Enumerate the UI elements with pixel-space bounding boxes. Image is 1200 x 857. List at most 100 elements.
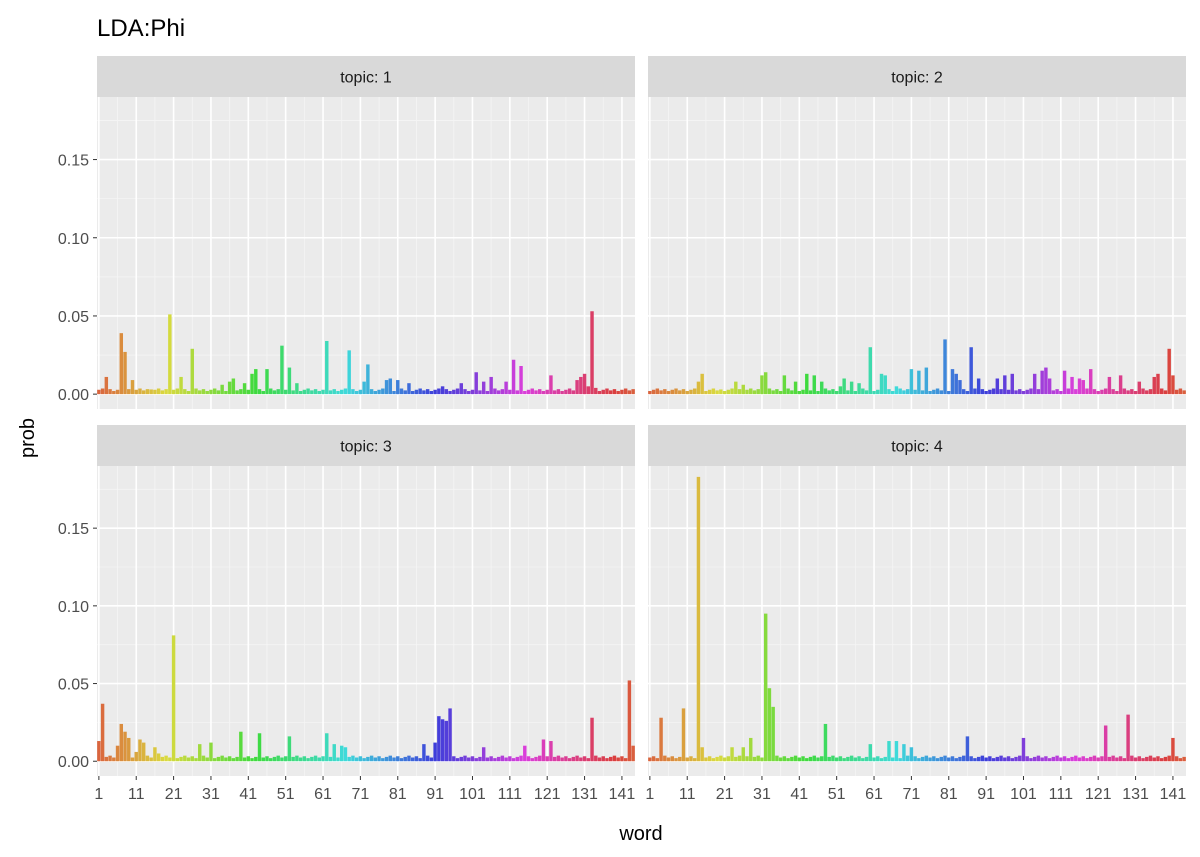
bar-word-65: [336, 391, 340, 395]
bar-word-64: [883, 375, 887, 395]
bar-word-19: [715, 390, 719, 395]
bar-word-118: [534, 756, 538, 762]
x-tick-label: 41: [239, 786, 257, 803]
bar-word-4: [659, 390, 663, 395]
bar-word-96: [1003, 375, 1007, 395]
bar-word-45: [812, 375, 816, 395]
bar-word-137: [1156, 756, 1160, 762]
bar-word-67: [343, 747, 348, 762]
bar-word-17: [707, 756, 712, 762]
bar-word-47: [820, 381, 824, 395]
bar-word-38: [786, 758, 790, 762]
bar-word-128: [571, 390, 576, 395]
bar-word-43: [805, 373, 809, 395]
bar-word-47: [269, 758, 273, 762]
bar-word-87: [418, 758, 422, 762]
bar-word-111: [508, 756, 512, 762]
bar-word-68: [347, 756, 351, 762]
facet-strip-label: topic: 4: [891, 439, 943, 456]
panel-background: [648, 97, 1186, 409]
bar-word-38: [235, 756, 239, 762]
facet-strip: [648, 56, 1186, 97]
bar-word-121: [1096, 757, 1100, 762]
bar-word-91: [984, 391, 988, 395]
bar-word-37: [231, 758, 236, 762]
bar-word-84: [958, 756, 962, 762]
bar-word-84: [407, 755, 411, 762]
bar-word-75: [373, 391, 378, 395]
bar-word-17: [156, 388, 161, 395]
bar-word-55: [298, 391, 303, 395]
bar-word-37: [231, 378, 236, 395]
bar-word-11: [685, 757, 689, 762]
bar-word-88: [422, 390, 426, 395]
x-tick-label: 31: [202, 786, 220, 803]
bar-word-74: [369, 755, 374, 762]
bar-word-13: [692, 758, 697, 762]
bar-word-137: [1156, 373, 1160, 395]
bar-word-110: [504, 381, 508, 395]
bar-word-62: [876, 756, 880, 762]
bar-word-44: [808, 756, 813, 762]
bar-word-65: [336, 757, 340, 762]
bar-word-35: [224, 757, 228, 762]
bar-word-77: [932, 756, 936, 762]
bar-word-119: [1089, 756, 1093, 762]
bar-word-42: [801, 389, 805, 395]
bar-word-98: [1010, 758, 1014, 762]
bar-word-101: [470, 389, 475, 395]
bar-word-123: [552, 390, 557, 395]
bar-word-134: [1145, 756, 1149, 762]
bar-word-45: [261, 391, 265, 395]
bar-word-123: [1103, 388, 1108, 395]
bar-word-124: [556, 755, 561, 762]
y-axis-title: prob: [17, 418, 39, 458]
bar-word-80: [943, 755, 947, 762]
bar-word-115: [523, 745, 527, 762]
bar-word-133: [1141, 388, 1145, 395]
bar-word-61: [321, 389, 325, 395]
bar-word-126: [1115, 757, 1119, 762]
bar-word-99: [463, 755, 467, 762]
bar-word-66: [339, 745, 344, 762]
bar-word-45: [812, 755, 816, 762]
bar-word-27: [194, 388, 198, 395]
bar-word-16: [704, 757, 708, 762]
bar-word-118: [1085, 758, 1089, 762]
bar-word-19: [715, 756, 719, 762]
bar-word-54: [295, 383, 299, 395]
bar-word-108: [496, 390, 501, 395]
bar-word-6: [666, 757, 671, 762]
bar-word-12: [138, 739, 142, 762]
bar-word-78: [935, 388, 940, 395]
bar-word-78: [935, 758, 940, 762]
bar-word-76: [377, 756, 381, 762]
bar-word-60: [868, 744, 873, 762]
bar-word-131: [1133, 391, 1138, 395]
y-tick-label: 0.00: [58, 754, 89, 771]
bar-word-129: [575, 755, 579, 762]
bar-word-40: [242, 757, 247, 762]
bar-word-118: [1085, 388, 1089, 395]
bar-word-70: [354, 757, 359, 762]
bar-word-71: [909, 747, 914, 762]
bar-word-30: [205, 757, 209, 762]
bar-word-54: [846, 390, 850, 395]
x-tick-label: 41: [790, 786, 808, 803]
bar-word-96: [1003, 757, 1007, 762]
bar-word-24: [183, 755, 187, 762]
bar-word-127: [1118, 756, 1123, 762]
bar-word-122: [549, 741, 553, 762]
bar-word-10: [130, 380, 135, 395]
bar-word-135: [1148, 389, 1153, 395]
bar-word-35: [775, 755, 779, 762]
bar-word-140: [1167, 348, 1171, 395]
facet-strip: [97, 56, 635, 97]
y-tick-label: 0.15: [58, 521, 89, 538]
bar-word-53: [291, 756, 295, 762]
bar-word-70: [905, 389, 910, 395]
bar-word-113: [515, 756, 520, 762]
bar-word-86: [965, 736, 970, 762]
bar-word-73: [366, 756, 370, 762]
facet-panel-topic-3: topic: 30.000.050.100.151 11 21 31 41 51 61 71 8…: [58, 425, 635, 803]
